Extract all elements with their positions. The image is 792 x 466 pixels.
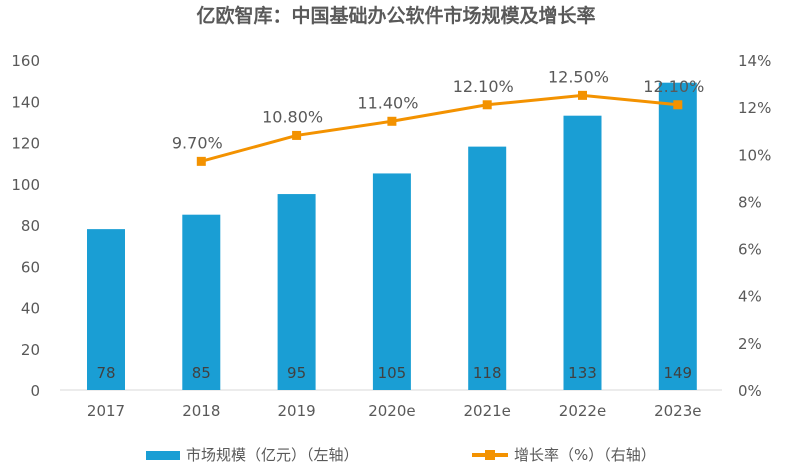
x-tick: 2021e: [463, 402, 510, 420]
growth-data-label: 10.80%: [262, 107, 323, 126]
y-left-tick: 0: [30, 382, 40, 400]
legend-line-label: 增长率（%）（右轴）: [514, 446, 656, 464]
bar: [182, 214, 221, 390]
growth-data-label: 12.10%: [453, 77, 514, 96]
growth-data-label: 12.50%: [548, 67, 609, 86]
y-right-tick: 10%: [738, 146, 771, 164]
x-tick: 2023e: [654, 402, 701, 420]
x-tick: 2018: [182, 402, 220, 420]
legend-line: 增长率（%）（右轴）: [472, 445, 656, 465]
growth-point: [578, 90, 587, 100]
legend-line-swatch: [472, 450, 508, 460]
y-left-tick: 40: [21, 300, 40, 318]
growth-data-label: 9.70%: [172, 133, 223, 152]
bar-data-label: 85: [192, 364, 211, 382]
y-right-tick: 8%: [738, 193, 762, 211]
x-tick: 2020e: [368, 402, 415, 420]
bar-data-label: 118: [473, 364, 502, 382]
growth-data-label: 12.10%: [643, 77, 704, 96]
growth-point: [482, 100, 492, 110]
y-left-tick: 120: [11, 135, 40, 153]
bar-data-label: 133: [568, 364, 597, 382]
y-left-tick: 20: [21, 341, 40, 359]
bar-data-label: 149: [663, 364, 692, 382]
bar-data-label: 78: [96, 364, 115, 382]
x-tick: 2017: [87, 402, 125, 420]
y-right-tick: 0%: [738, 382, 762, 400]
y-left-tick: 60: [21, 258, 40, 276]
growth-line: [200, 93, 678, 163]
y-right-tick: 6%: [738, 241, 762, 259]
chart-title: 亿欧智库：中国基础办公软件市场规模及增长率: [196, 5, 596, 27]
y-right-tick: 12%: [738, 99, 771, 117]
legend-bar-swatch: [146, 450, 180, 460]
legend-bar-label: 市场规模（亿元）（左轴）: [186, 446, 359, 464]
bar-data-label: 95: [287, 364, 306, 382]
y-left-tick: 140: [11, 93, 40, 111]
bar: [372, 173, 411, 390]
growth-point: [673, 100, 683, 110]
y-right-tick: 2%: [738, 335, 762, 353]
y-right-tick: 14%: [738, 52, 771, 70]
bar: [468, 146, 507, 390]
x-tick: 2022e: [559, 402, 606, 420]
legend-bar: 市场规模（亿元）（左轴）: [146, 445, 359, 465]
growth-point: [292, 130, 302, 140]
bar: [658, 82, 697, 390]
bar: [277, 194, 316, 390]
growth-point: [196, 156, 206, 166]
growth-data-label: 11.40%: [357, 93, 418, 112]
bar: [87, 229, 125, 390]
y-left-tick: 160: [11, 52, 40, 70]
bar-data-label: 105: [378, 364, 407, 382]
growth-point: [387, 116, 397, 126]
bar: [563, 115, 602, 390]
y-left-tick: 80: [21, 217, 40, 235]
y-right-tick: 4%: [738, 288, 762, 306]
x-tick: 2019: [278, 402, 316, 420]
y-left-tick: 100: [11, 176, 40, 194]
